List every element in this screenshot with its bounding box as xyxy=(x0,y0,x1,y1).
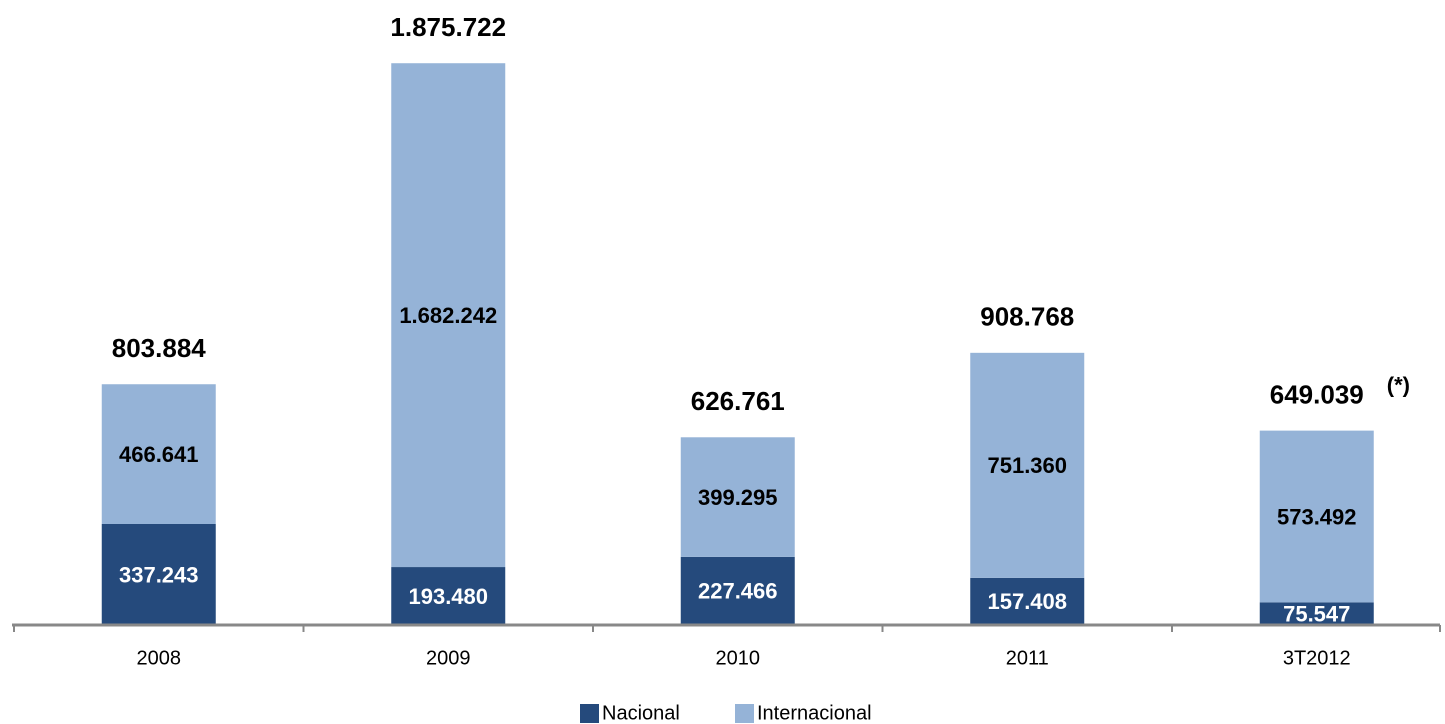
total-label: 803.884 xyxy=(112,333,207,363)
bar-segment xyxy=(101,384,216,524)
bar-segment xyxy=(391,63,506,568)
value-label: 1.682.242 xyxy=(399,303,497,328)
legend-swatch xyxy=(580,704,599,723)
bar-segment xyxy=(680,556,795,625)
value-label: 337.243 xyxy=(119,562,199,587)
value-label: 227.466 xyxy=(698,579,778,604)
value-label: 157.408 xyxy=(987,589,1067,614)
x-tick-label: 3T2012 xyxy=(1283,647,1351,669)
bar-segment xyxy=(680,437,795,557)
total-label: 649.039 xyxy=(1270,379,1364,409)
total-label: 626.761 xyxy=(691,386,785,416)
x-tick-label: 2009 xyxy=(426,647,471,669)
total-label: 908.768 xyxy=(980,302,1074,332)
value-label: 193.480 xyxy=(408,584,488,609)
x-tick-label: 2008 xyxy=(137,647,182,669)
legend-label: Nacional xyxy=(602,702,680,724)
bar-segment xyxy=(1259,430,1374,603)
x-tick-label: 2010 xyxy=(716,647,761,669)
value-label: 751.360 xyxy=(987,453,1067,478)
total-label: 1.875.722 xyxy=(390,12,506,42)
bar-segment xyxy=(970,352,1085,578)
value-label: 466.641 xyxy=(119,442,199,467)
value-label: 75.547 xyxy=(1283,601,1350,626)
bar-segment xyxy=(970,577,1085,625)
annotation: (*) xyxy=(1387,372,1410,397)
bar-segment xyxy=(1259,602,1374,625)
legend-label: Internacional xyxy=(757,702,872,724)
legend-swatch xyxy=(735,704,754,723)
bar-segment xyxy=(391,567,506,625)
bar-segment xyxy=(101,523,216,625)
value-label: 399.295 xyxy=(698,485,778,510)
value-label: 573.492 xyxy=(1277,504,1357,529)
x-tick-label: 2011 xyxy=(1006,647,1049,669)
